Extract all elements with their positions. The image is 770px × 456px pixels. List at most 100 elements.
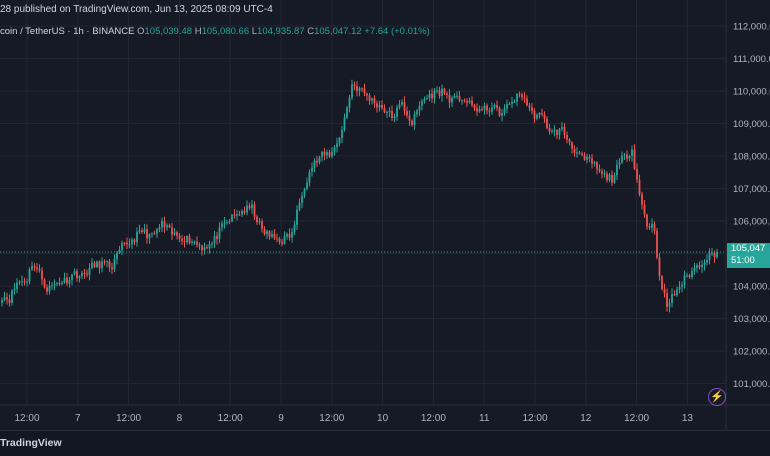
candle-body (131, 239, 133, 245)
candle-body (6, 297, 8, 300)
candle-body (421, 101, 423, 106)
candle-body (701, 264, 703, 268)
candle-body (463, 100, 466, 102)
candle-body (423, 99, 426, 102)
close-value: 105,047.12 (314, 26, 362, 37)
tradingview-flash-icon[interactable]: ⚡ (708, 388, 726, 406)
high-label: H (194, 26, 202, 37)
price-tick: 110,000.00 (733, 87, 770, 98)
candle-body (406, 111, 408, 116)
candle-body (158, 227, 161, 230)
candle-body (206, 247, 208, 249)
time-tick: 7 (75, 413, 81, 424)
candle-body (631, 149, 633, 157)
candle-body (346, 107, 348, 118)
candle-body (281, 241, 283, 244)
candle-body (378, 105, 381, 108)
candle-body (511, 101, 513, 105)
candle-body (693, 267, 696, 271)
candle-body (318, 157, 321, 163)
candle-body (588, 157, 591, 159)
candle-body (313, 160, 316, 168)
candle-body (208, 243, 211, 249)
candle-body (188, 236, 191, 243)
time-tick: 13 (682, 413, 694, 424)
price-tick: 112,000.00 (733, 22, 770, 33)
candle-body (151, 233, 153, 235)
candle-body (251, 204, 253, 209)
candle-body (71, 274, 73, 280)
candle-body (438, 90, 441, 96)
candle-body (528, 105, 531, 108)
candle-body (178, 235, 181, 239)
candle-body (473, 105, 476, 109)
candle-body (121, 242, 123, 250)
candle-body (391, 110, 393, 118)
candle-body (373, 98, 376, 104)
candle-body (351, 84, 353, 98)
candle-body (21, 281, 23, 283)
candle-body (258, 221, 261, 223)
candle-body (433, 91, 436, 99)
candle-body (716, 251, 718, 258)
candle-body (603, 173, 606, 175)
candle-body (296, 209, 298, 225)
high-value: 105,080.66 (201, 26, 250, 37)
candle-body (506, 104, 508, 109)
candle-body (673, 294, 676, 296)
time-tick: 8 (177, 413, 183, 424)
candle-body (486, 105, 488, 111)
candle-body (663, 288, 666, 294)
candle-body (173, 232, 176, 235)
candle-body (201, 245, 203, 251)
candle-body (608, 174, 611, 181)
candle-body (501, 113, 503, 116)
time-tick: 12:00 (624, 413, 649, 424)
candle-body (483, 105, 486, 110)
candle-body (193, 241, 196, 243)
candle-body (138, 230, 141, 232)
candle-body (181, 238, 183, 242)
candle-body (198, 244, 201, 246)
candle-body (541, 113, 543, 115)
candle-body (298, 202, 301, 210)
candle-body (23, 281, 26, 283)
candle-body (611, 174, 613, 183)
candle-body (498, 107, 501, 116)
candle-body (136, 231, 138, 243)
publish-info: 28 published on TradingView.com, Jun 13,… (0, 4, 273, 15)
candle-body (383, 108, 386, 113)
candle-body (113, 259, 116, 270)
candle-body (513, 101, 516, 103)
candle-body (586, 157, 588, 160)
candle-body (323, 151, 326, 156)
candle-body (393, 116, 396, 118)
candle-body (233, 214, 236, 216)
tradingview-brand[interactable]: TradingView (0, 437, 62, 449)
candle-body (328, 152, 331, 157)
candle-body (203, 247, 206, 251)
candle-body (28, 269, 31, 282)
candle-body (93, 262, 96, 268)
candle-body (66, 277, 68, 284)
candle-body (68, 279, 71, 284)
candle-body (708, 252, 711, 261)
candle-body (278, 238, 281, 242)
candle-body (266, 231, 268, 235)
candle-body (516, 94, 518, 102)
candle-body (581, 153, 583, 156)
candle-body (703, 262, 706, 265)
last-price-tag: 105,047 51:00 (727, 243, 770, 268)
candle-body (688, 275, 691, 277)
candle-body (626, 154, 628, 159)
candle-body (31, 266, 33, 270)
candle-body (48, 285, 51, 292)
candle-body (461, 100, 463, 102)
candle-body (426, 97, 428, 100)
candle-body (411, 120, 413, 126)
candle-body (698, 265, 701, 268)
candle-body (578, 152, 581, 154)
price-tick: 104,000.00 (733, 282, 770, 293)
candle-body (58, 282, 61, 285)
